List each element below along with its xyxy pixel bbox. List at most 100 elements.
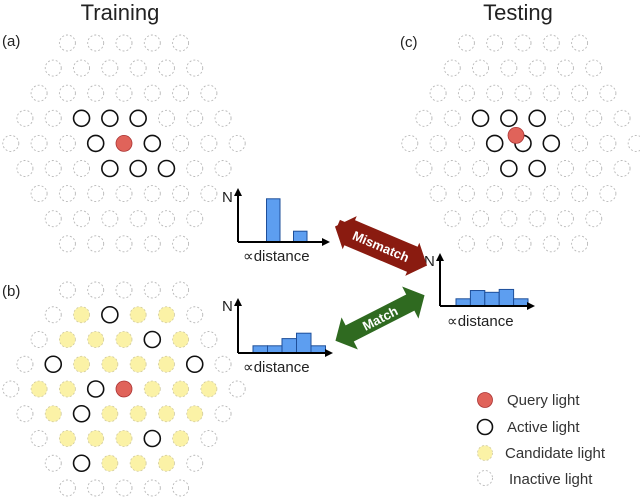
inactive-light bbox=[585, 59, 603, 77]
inactive-light bbox=[571, 34, 589, 52]
y-axis-arrowhead bbox=[234, 298, 242, 306]
candidate-light bbox=[59, 331, 76, 348]
inactive-light bbox=[486, 34, 504, 52]
legend-label-candidate: Candidate light bbox=[505, 445, 606, 462]
candidate-light bbox=[143, 380, 161, 398]
inactive-light bbox=[58, 34, 76, 52]
active-light bbox=[101, 305, 119, 324]
candidate-light bbox=[158, 405, 175, 423]
histogram-bar bbox=[267, 345, 283, 354]
inactive-light bbox=[30, 430, 48, 447]
active-light bbox=[129, 159, 147, 178]
inactive-light bbox=[457, 34, 475, 52]
candidate-light bbox=[87, 331, 105, 348]
inactive-light bbox=[514, 185, 532, 203]
active-light bbox=[528, 109, 546, 128]
inactive-light bbox=[44, 210, 62, 228]
inactive-light bbox=[429, 84, 447, 102]
candidate-light bbox=[44, 405, 62, 423]
inactive-light bbox=[443, 210, 461, 228]
inactive-light bbox=[58, 281, 76, 299]
inactive-light bbox=[514, 34, 532, 52]
candidate-light bbox=[59, 430, 76, 447]
inactive-light bbox=[30, 134, 48, 152]
inactive-light bbox=[115, 479, 133, 497]
candidate-light bbox=[115, 331, 133, 348]
light-grid-c bbox=[401, 34, 640, 253]
histogram-bar bbox=[469, 290, 486, 307]
inactive-light bbox=[157, 210, 175, 228]
inactive-light bbox=[58, 134, 76, 152]
hist-a-ylabel: N bbox=[222, 189, 233, 206]
inactive-light bbox=[200, 134, 218, 152]
candidate-light bbox=[129, 405, 147, 423]
hist-c-ylabel: N bbox=[424, 253, 435, 270]
inactive-light bbox=[542, 185, 560, 203]
inactive-light bbox=[613, 160, 631, 177]
inactive-light bbox=[16, 109, 34, 127]
inactive-light bbox=[172, 281, 190, 299]
candidate-light bbox=[129, 454, 147, 472]
inactive-light bbox=[87, 34, 105, 52]
inactive-light bbox=[172, 84, 190, 102]
candidate-light bbox=[101, 405, 119, 423]
active-light bbox=[143, 330, 162, 349]
legend-inactive-light-icon bbox=[477, 470, 493, 486]
inactive-light bbox=[429, 185, 447, 203]
inactive-light bbox=[58, 479, 76, 497]
inactive-light bbox=[186, 210, 204, 228]
inactive-light bbox=[472, 210, 489, 228]
active-light bbox=[44, 355, 63, 374]
inactive-light bbox=[514, 235, 532, 253]
inactive-light bbox=[613, 109, 631, 127]
panel-label-c: (c) bbox=[400, 34, 418, 51]
inactive-light bbox=[87, 185, 105, 203]
inactive-light bbox=[186, 109, 204, 127]
inactive-light bbox=[186, 59, 204, 77]
inactive-light bbox=[486, 235, 504, 253]
inactive-light bbox=[228, 380, 246, 398]
inactive-light bbox=[457, 134, 475, 152]
inactive-light bbox=[457, 235, 475, 253]
inactive-light bbox=[500, 59, 518, 77]
inactive-light bbox=[200, 185, 218, 203]
inactive-light bbox=[172, 479, 190, 497]
inactive-light bbox=[44, 59, 62, 77]
active-light bbox=[101, 159, 119, 178]
inactive-light bbox=[457, 84, 475, 102]
active-light bbox=[157, 159, 176, 178]
inactive-light bbox=[143, 235, 161, 253]
inactive-light bbox=[627, 134, 640, 152]
histogram-bar bbox=[498, 288, 515, 307]
histogram-bar bbox=[484, 291, 500, 307]
active-light bbox=[485, 134, 504, 153]
panel-label-b: (b) bbox=[2, 283, 20, 300]
title-testing: Testing bbox=[483, 0, 553, 25]
inactive-light bbox=[214, 160, 232, 177]
candidate-light bbox=[115, 430, 133, 447]
active-light bbox=[471, 109, 490, 128]
legend-active-light-icon bbox=[476, 418, 494, 436]
inactive-light bbox=[157, 59, 175, 77]
legend-query-light-icon bbox=[477, 392, 493, 408]
inactive-light bbox=[443, 59, 461, 77]
candidate-light bbox=[101, 454, 119, 472]
inactive-light bbox=[143, 281, 161, 299]
x-axis-arrowhead bbox=[322, 238, 330, 246]
hist-b-xlabel: ∝distance bbox=[243, 359, 310, 376]
inactive-light bbox=[16, 405, 34, 423]
inactive-light bbox=[186, 306, 204, 324]
histogram-c bbox=[436, 253, 535, 310]
inactive-light bbox=[172, 134, 190, 152]
candidate-light bbox=[73, 306, 90, 324]
candidate-light bbox=[129, 306, 147, 324]
inactive-light bbox=[214, 355, 232, 373]
active-light bbox=[72, 454, 91, 473]
inactive-light bbox=[2, 134, 20, 152]
inactive-light bbox=[101, 59, 119, 77]
inactive-light bbox=[143, 34, 161, 52]
x-axis-arrowhead bbox=[527, 302, 535, 310]
inactive-light bbox=[30, 84, 48, 102]
inactive-light bbox=[585, 109, 603, 127]
